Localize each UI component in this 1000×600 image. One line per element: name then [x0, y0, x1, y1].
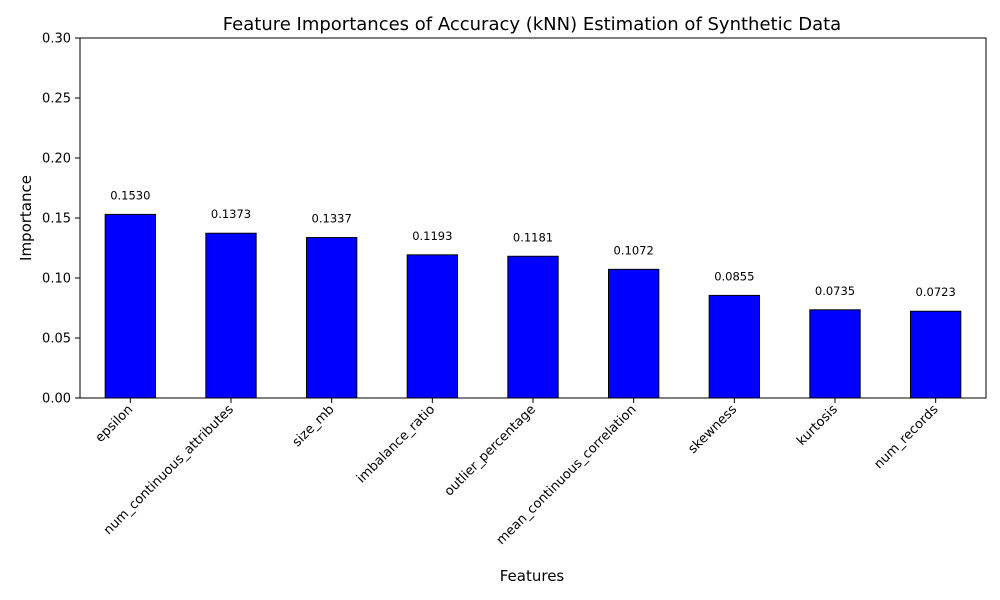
x-axis-label: Features	[500, 567, 565, 585]
y-tick-label: 0.05	[42, 332, 71, 347]
bar	[306, 237, 358, 399]
bar	[406, 254, 458, 399]
bar	[910, 310, 962, 399]
bar	[608, 268, 660, 399]
plot-area: 0.000.050.100.150.200.250.300.1530epsilo…	[42, 32, 987, 548]
data-label: 0.1072	[614, 243, 654, 257]
data-label: 0.1181	[513, 230, 553, 244]
data-label: 0.1530	[110, 188, 150, 202]
axes-frame	[79, 37, 987, 399]
data-label: 0.0723	[916, 285, 956, 299]
y-tick-label: 0.20	[42, 152, 71, 167]
bar	[104, 213, 156, 399]
bar	[809, 309, 861, 399]
y-tick-label: 0.15	[42, 212, 71, 227]
chart-title: Feature Importances of Accuracy (kNN) Es…	[223, 14, 841, 35]
y-tick-label: 0.10	[42, 272, 71, 287]
data-label: 0.1337	[312, 212, 352, 226]
y-tick-label: 0.00	[42, 392, 71, 407]
bar	[708, 294, 761, 399]
data-label: 0.0735	[815, 284, 855, 298]
bar	[507, 255, 559, 399]
y-axis-label: Importance	[17, 175, 35, 261]
y-tick-label: 0.30	[42, 32, 71, 47]
data-label: 0.1193	[412, 229, 452, 243]
bar	[205, 232, 257, 399]
y-tick-label: 0.25	[42, 92, 71, 107]
data-label: 0.0855	[714, 269, 754, 283]
data-label: 0.1373	[211, 207, 251, 221]
